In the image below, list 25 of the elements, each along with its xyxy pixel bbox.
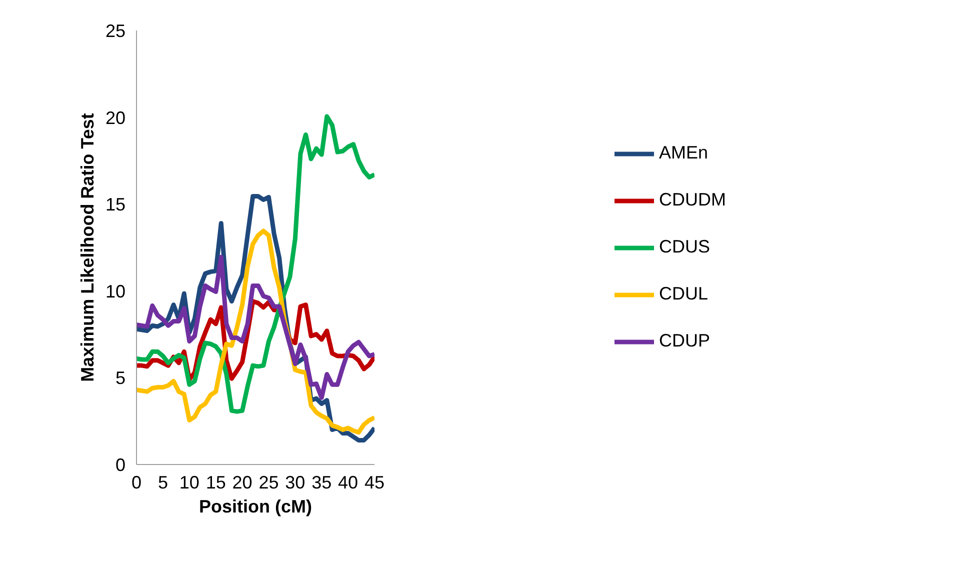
x-tick-label: 25 bbox=[258, 472, 279, 492]
x-tick-label: 45 bbox=[364, 472, 385, 492]
x-tick-label: 10 bbox=[179, 472, 200, 492]
x-tick-label: 15 bbox=[206, 472, 226, 492]
legend-label: CDUDM bbox=[659, 190, 726, 210]
x-tick-label: 35 bbox=[312, 472, 332, 492]
x-tick-label: 5 bbox=[158, 472, 168, 492]
x-axis-title: Position (cM) bbox=[199, 496, 312, 516]
y-tick-label: 0 bbox=[115, 455, 126, 475]
line-series bbox=[136, 114, 374, 414]
y-tick-label: 10 bbox=[105, 281, 126, 302]
y-tick-label: 20 bbox=[105, 108, 126, 128]
y-tick-label: 15 bbox=[105, 194, 126, 215]
x-tick-label: 40 bbox=[338, 472, 358, 492]
x-tick-label: 20 bbox=[232, 472, 252, 492]
y-tick-label: 25 bbox=[105, 21, 126, 41]
x-tick-label: 0 bbox=[131, 472, 142, 492]
line-series bbox=[136, 254, 374, 400]
legend-label: CDUP bbox=[659, 330, 710, 352]
y-axis-title: Maximum Likelihood Ratio Test bbox=[77, 113, 98, 382]
legend-label: AMEn bbox=[659, 142, 708, 164]
y-tick-label: 5 bbox=[115, 368, 126, 388]
x-tick-label: 30 bbox=[285, 472, 306, 492]
legend-label: CDUL bbox=[659, 284, 708, 304]
legend-label: CDUS bbox=[659, 236, 710, 258]
